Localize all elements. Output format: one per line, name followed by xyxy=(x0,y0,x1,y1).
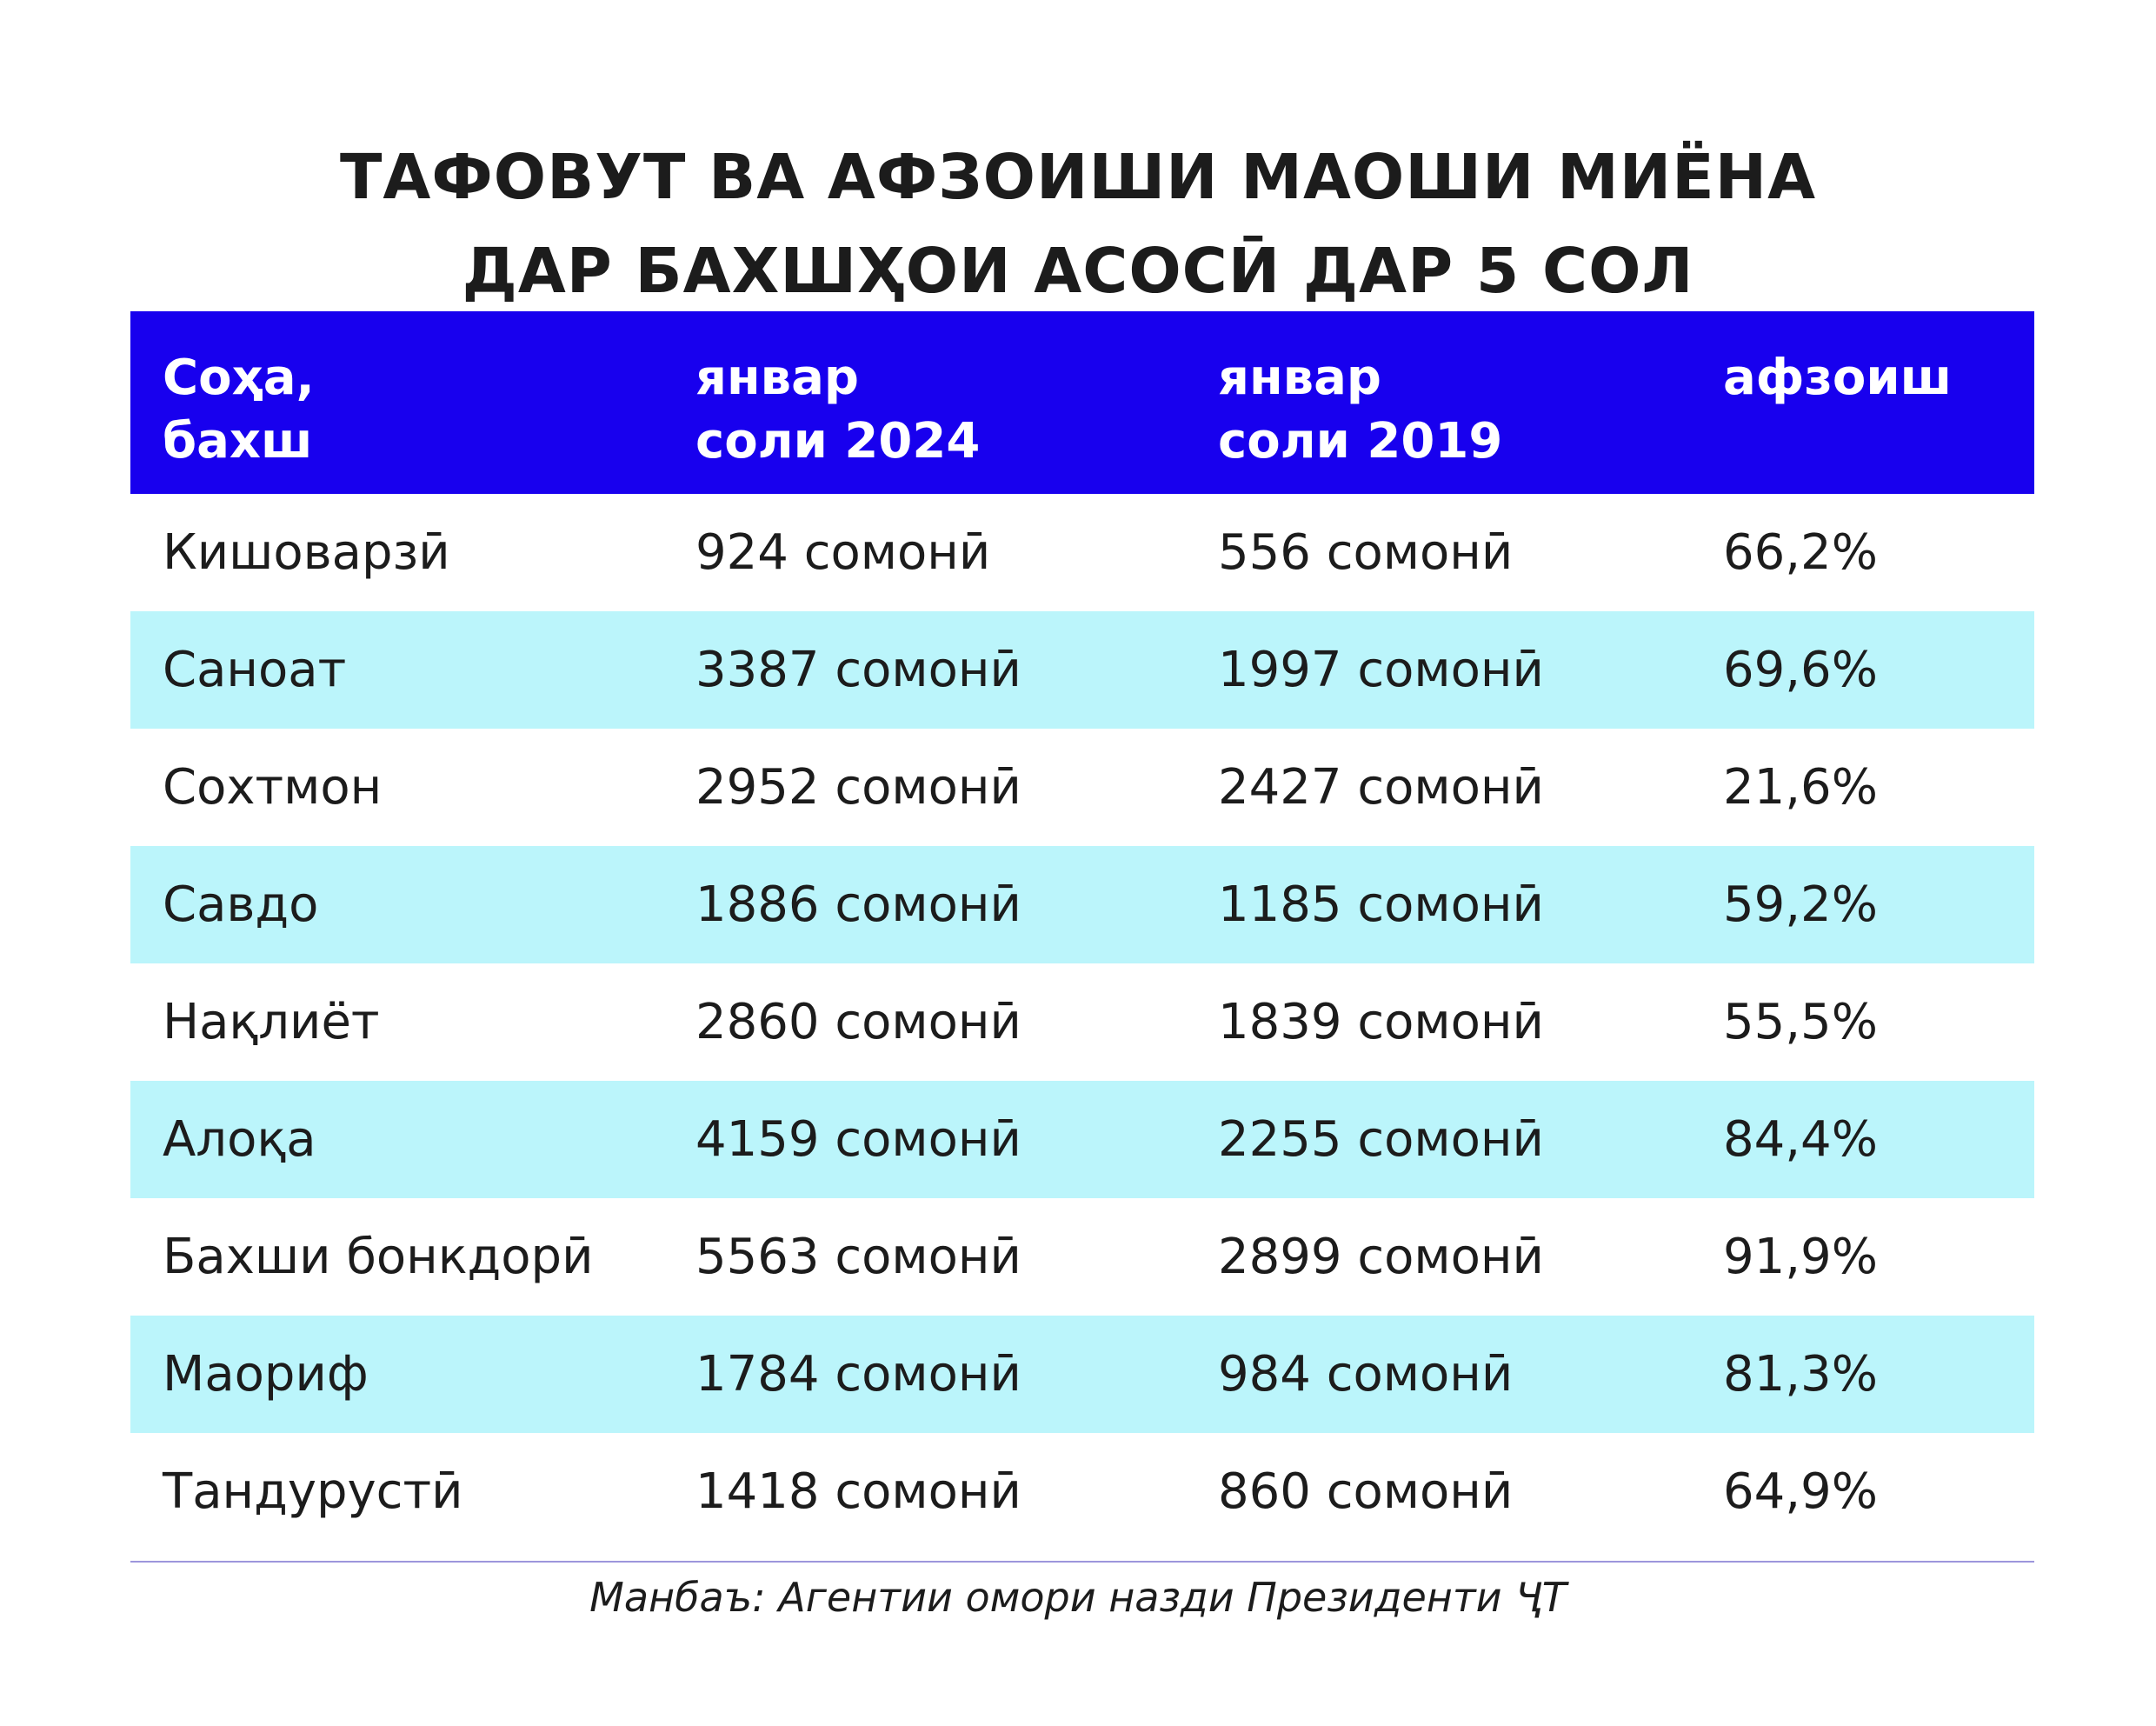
jan-2019-cell: 1185 сомонӣ xyxy=(1218,876,1544,933)
title-line-1: ТАФОВУТ ВА АФЗОИШИ МАОШИ МИЁНА xyxy=(339,141,1817,213)
sector-cell: Маориф xyxy=(163,1346,369,1403)
jan-2024-cell: 924 сомонӣ xyxy=(695,524,991,581)
jan-2024-cell: 1418 сомонӣ xyxy=(695,1463,1021,1520)
sector-cell: Бахши бонкдорӣ xyxy=(163,1229,594,1285)
table-row: Маориф 1784 сомонӣ 984 сомонӣ 81,3% xyxy=(130,1316,2034,1433)
jan-2019-cell: 2427 сомонӣ xyxy=(1218,759,1544,816)
header-sector-line1: Соҳа, xyxy=(163,350,315,406)
jan-2024-cell: 3387 сомонӣ xyxy=(695,642,1021,698)
table-row: Кишоварзӣ 924 сомонӣ 556 сомонӣ 66,2% xyxy=(130,494,2034,611)
header-increase: афзоиш xyxy=(1723,346,1952,410)
header-sector-line2: бахш xyxy=(163,413,313,470)
jan-2019-cell: 984 сомонӣ xyxy=(1218,1346,1514,1403)
increase-cell: 81,3% xyxy=(1723,1346,1878,1403)
jan-2019-cell: 2255 сомонӣ xyxy=(1218,1111,1544,1168)
header-sector: Соҳа, бахш xyxy=(163,346,315,473)
salary-table: Соҳа, бахш январ соли 2024 январ соли 20… xyxy=(130,311,2034,1563)
increase-cell: 84,4% xyxy=(1723,1111,1878,1168)
increase-cell: 55,5% xyxy=(1723,994,1878,1050)
increase-cell: 91,9% xyxy=(1723,1229,1878,1285)
increase-cell: 21,6% xyxy=(1723,759,1878,816)
title-line-2: ДАР БАХШҲОИ АСОСӢ ДАР 5 СОЛ xyxy=(462,235,1694,307)
table-row: Саноат 3387 сомонӣ 1997 сомонӣ 69,6% xyxy=(130,611,2034,729)
sector-cell: Алоқа xyxy=(163,1111,316,1168)
sector-cell: Савдо xyxy=(163,876,319,933)
table-row: Тандурустӣ 1418 сомонӣ 860 сомонӣ 64,9% xyxy=(130,1433,2034,1550)
header-jan-2024-line2: соли 2024 xyxy=(695,413,981,470)
table-row: Сохтмон 2952 сомонӣ 2427 сомонӣ 21,6% xyxy=(130,729,2034,846)
jan-2024-cell: 2860 сомонӣ xyxy=(695,994,1021,1050)
jan-2024-cell: 2952 сомонӣ xyxy=(695,759,1021,816)
jan-2024-cell: 1784 сомонӣ xyxy=(695,1346,1021,1403)
header-jan-2019-line1: январ xyxy=(1218,350,1381,406)
jan-2019-cell: 1997 сомонӣ xyxy=(1218,642,1544,698)
sector-cell: Сохтмон xyxy=(163,759,383,816)
sector-cell: Саноат xyxy=(163,642,347,698)
page-title: ТАФОВУТ ВА АФЗОИШИ МАОШИ МИЁНА ДАР БАХШҲ… xyxy=(0,130,2156,318)
jan-2019-cell: 1839 сомонӣ xyxy=(1218,994,1544,1050)
header-jan-2019-line2: соли 2019 xyxy=(1218,413,1503,470)
table-row: Нақлиёт 2860 сомонӣ 1839 сомонӣ 55,5% xyxy=(130,963,2034,1081)
jan-2019-cell: 2899 сомонӣ xyxy=(1218,1229,1544,1285)
jan-2024-cell: 1886 сомонӣ xyxy=(695,876,1021,933)
sector-cell: Нақлиёт xyxy=(163,994,380,1050)
table-row: Алоқа 4159 сомонӣ 2255 сомонӣ 84,4% xyxy=(130,1081,2034,1198)
header-jan-2019: январ соли 2019 xyxy=(1218,346,1502,473)
jan-2019-cell: 860 сомонӣ xyxy=(1218,1463,1514,1520)
jan-2024-cell: 5563 сомонӣ xyxy=(695,1229,1021,1285)
increase-cell: 69,6% xyxy=(1723,642,1878,698)
increase-cell: 66,2% xyxy=(1723,524,1878,581)
sector-cell: Тандурустӣ xyxy=(163,1463,463,1520)
increase-cell: 64,9% xyxy=(1723,1463,1878,1520)
header-increase-line1: афзоиш xyxy=(1723,350,1953,406)
header-jan-2024: январ соли 2024 xyxy=(695,346,980,473)
jan-2024-cell: 4159 сомонӣ xyxy=(695,1111,1021,1168)
header-jan-2024-line1: январ xyxy=(695,350,859,406)
table-bottom-rule xyxy=(130,1561,2034,1563)
increase-cell: 59,2% xyxy=(1723,876,1878,933)
table-body: Кишоварзӣ 924 сомонӣ 556 сомонӣ 66,2% Саноат… xyxy=(130,494,2034,1550)
table-row: Бахши бонкдорӣ 5563 сомонӣ 2899 сомонӣ 91,9… xyxy=(130,1198,2034,1316)
table-row: Савдо 1886 сомонӣ 1185 сомонӣ 59,2% xyxy=(130,846,2034,963)
table-header: Соҳа, бахш январ соли 2024 январ соли 20… xyxy=(130,311,2034,494)
sector-cell: Кишоварзӣ xyxy=(163,524,450,581)
jan-2019-cell: 556 сомонӣ xyxy=(1218,524,1514,581)
source-note: Манбаъ: Агентии омори назди Президенти Ҷ… xyxy=(589,1574,1567,1621)
